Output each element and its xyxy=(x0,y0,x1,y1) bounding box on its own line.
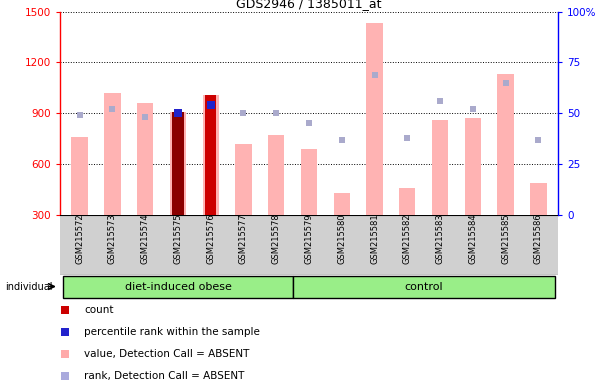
Text: individual: individual xyxy=(5,281,52,291)
Bar xyxy=(334,193,350,215)
Text: count: count xyxy=(84,305,113,314)
Text: rank, Detection Call = ABSENT: rank, Detection Call = ABSENT xyxy=(84,371,244,381)
Bar xyxy=(497,74,514,215)
Text: diet-induced obese: diet-induced obese xyxy=(125,281,232,291)
Bar xyxy=(367,23,383,215)
Bar xyxy=(268,135,284,215)
Bar xyxy=(293,276,555,298)
Bar xyxy=(104,93,121,215)
Bar xyxy=(464,118,481,215)
Bar xyxy=(63,276,293,298)
Bar xyxy=(172,112,184,215)
Bar xyxy=(137,103,154,215)
Bar xyxy=(301,149,317,215)
Text: value, Detection Call = ABSENT: value, Detection Call = ABSENT xyxy=(84,349,249,359)
Bar xyxy=(432,120,448,215)
Bar xyxy=(530,183,547,215)
Bar xyxy=(235,144,251,215)
Title: GDS2946 / 1385011_at: GDS2946 / 1385011_at xyxy=(236,0,382,10)
Text: control: control xyxy=(404,281,443,291)
Bar xyxy=(203,94,219,215)
Bar xyxy=(71,137,88,215)
Bar xyxy=(205,94,217,215)
Bar xyxy=(399,188,415,215)
Bar xyxy=(170,112,186,215)
Text: percentile rank within the sample: percentile rank within the sample xyxy=(84,327,260,337)
